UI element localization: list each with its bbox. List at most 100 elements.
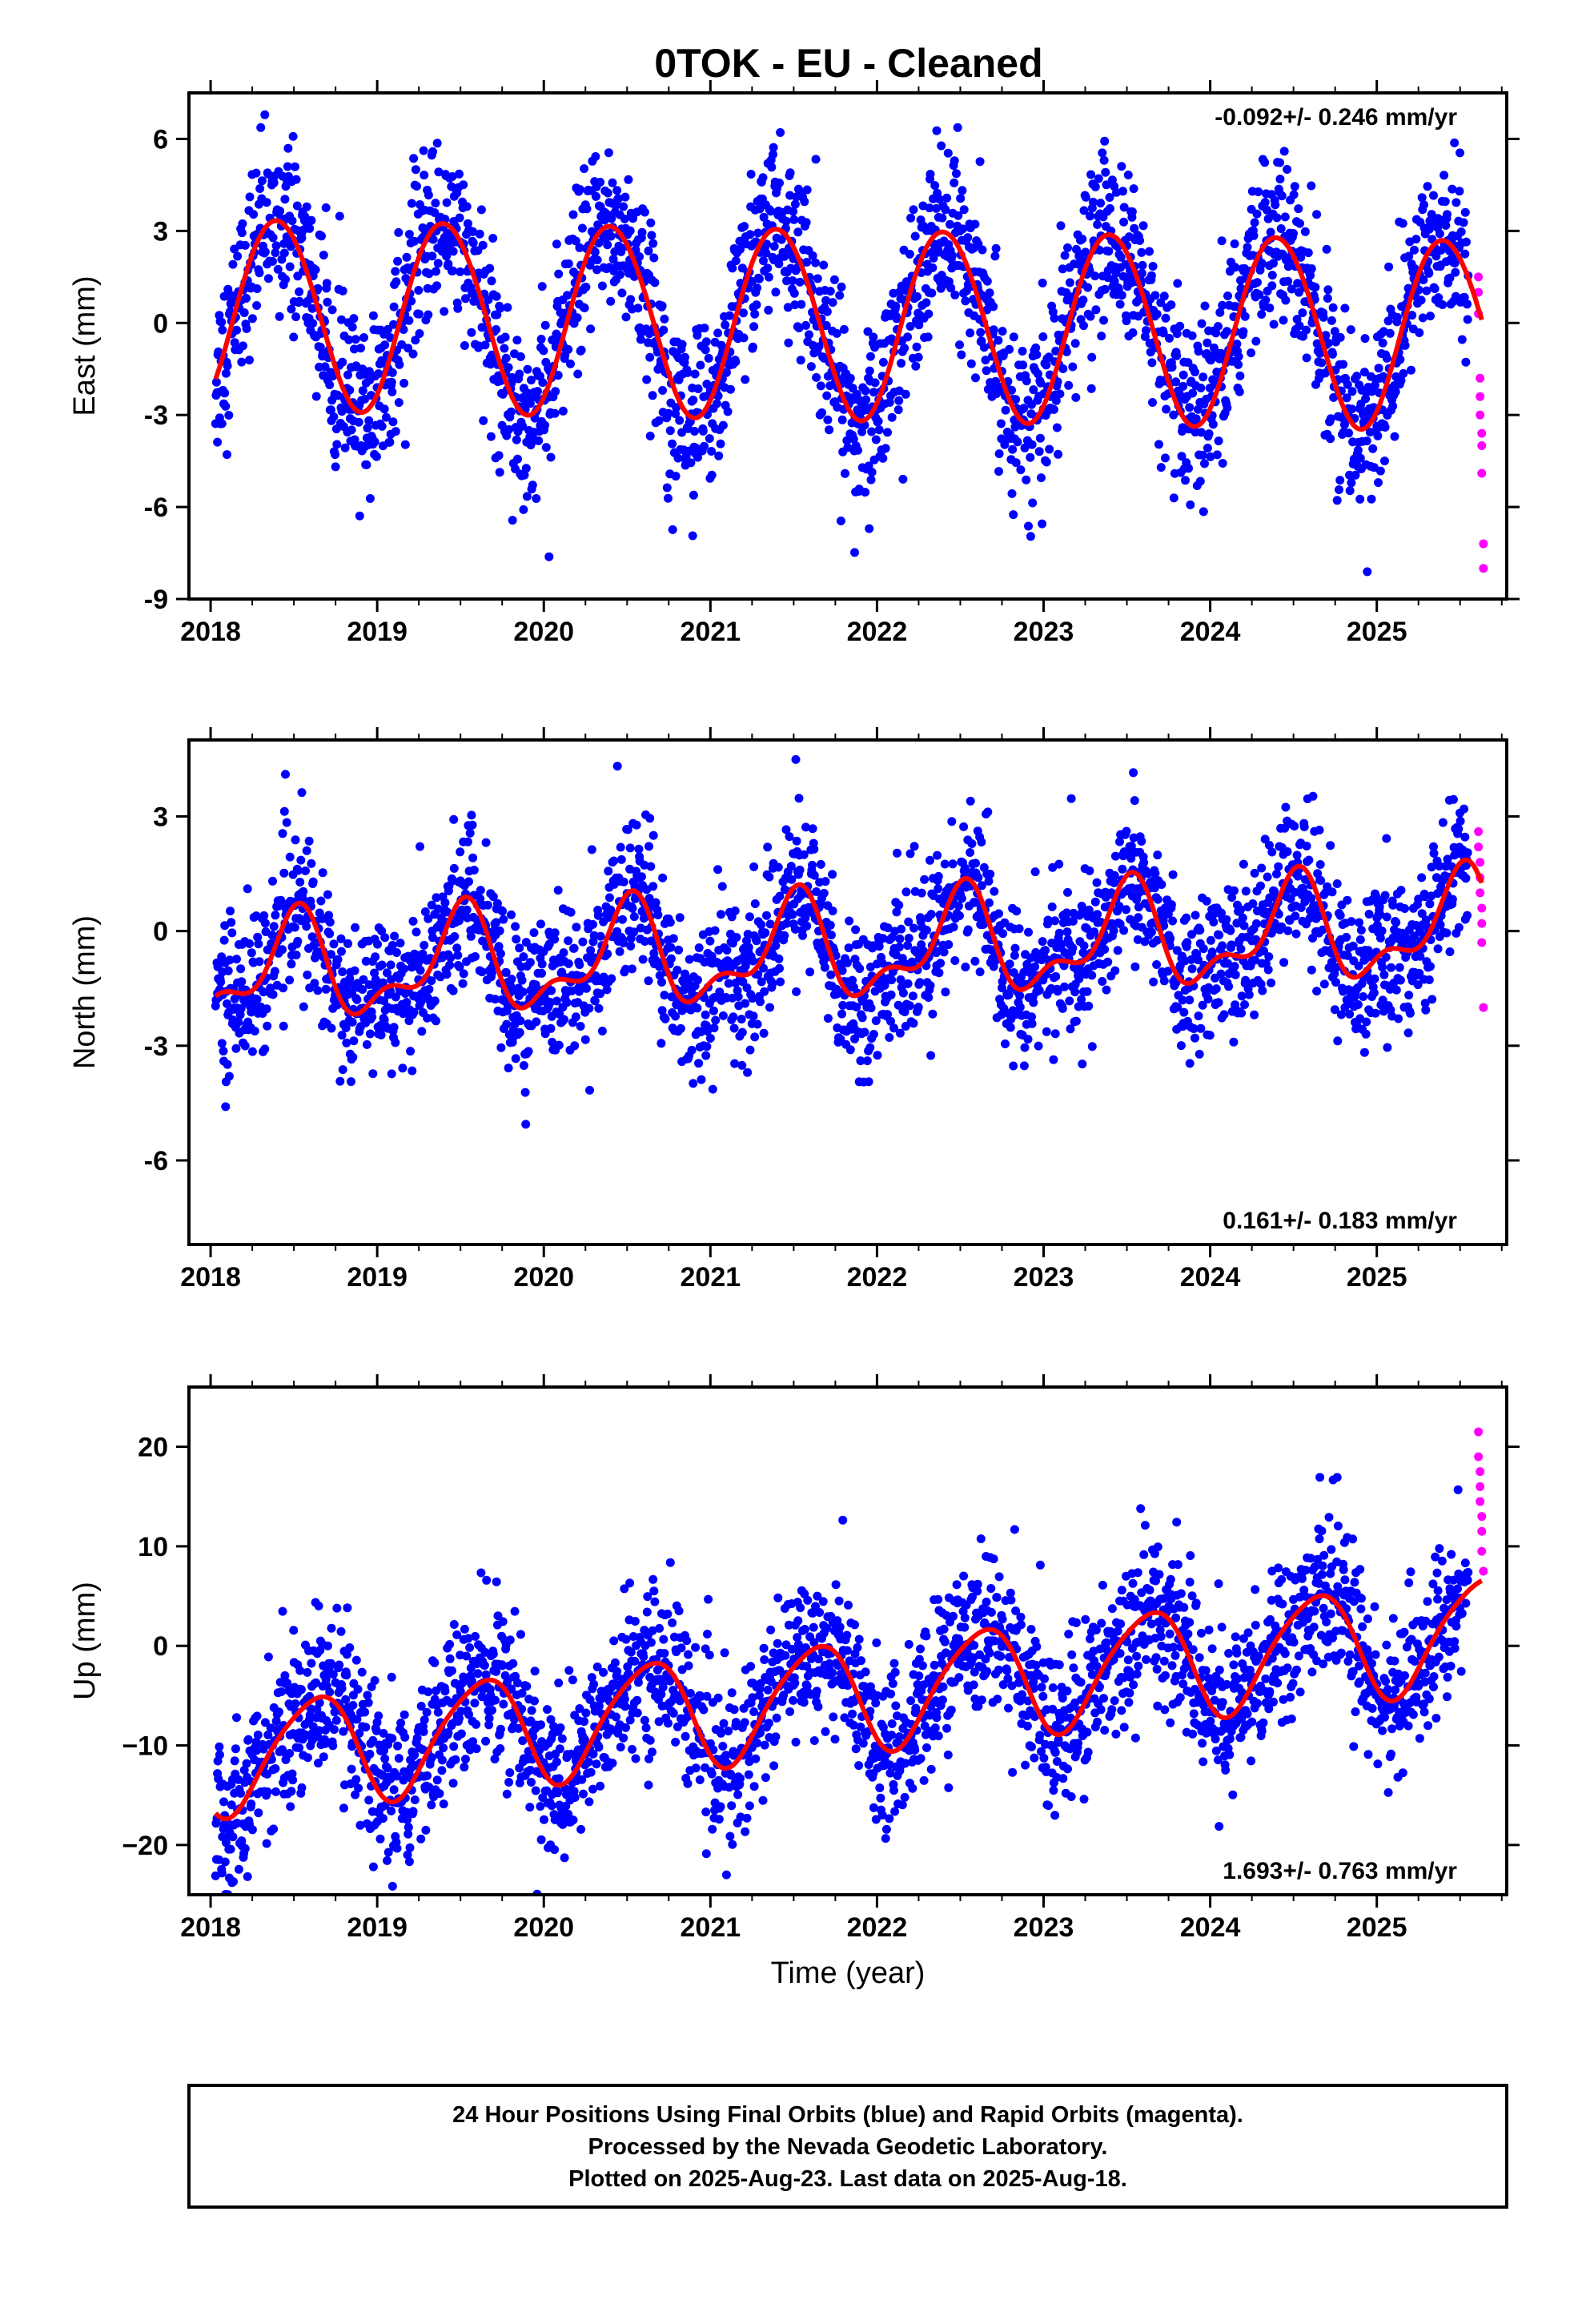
final-orbit-point (1322, 244, 1331, 254)
final-orbit-point (889, 1023, 898, 1033)
final-orbit-point (1263, 965, 1273, 975)
final-orbit-point (564, 936, 573, 946)
final-orbit-point (871, 1016, 881, 1026)
final-orbit-point (1451, 267, 1460, 277)
final-orbit-point (1109, 926, 1118, 935)
final-orbit-point (255, 957, 264, 967)
final-orbit-point (765, 919, 775, 929)
final-orbit-point (1118, 187, 1127, 196)
final-orbit-point (700, 441, 709, 451)
final-orbit-point (221, 368, 231, 378)
final-orbit-point (1085, 866, 1094, 875)
final-orbit-point (268, 256, 277, 266)
final-orbit-point (1279, 958, 1289, 967)
final-orbit-point (1123, 171, 1133, 179)
final-orbit-point (739, 333, 749, 343)
final-orbit-point (1062, 347, 1071, 356)
final-orbit-point (892, 314, 901, 324)
final-orbit-point (494, 942, 504, 951)
final-orbit-point (501, 353, 511, 363)
final-orbit-point (416, 842, 424, 851)
final-orbit-point (1304, 855, 1314, 865)
final-orbit-point (449, 814, 459, 824)
final-orbit-point (566, 359, 575, 368)
final-orbit-point (1079, 321, 1088, 331)
final-orbit-point (657, 1006, 667, 1015)
final-orbit-point (926, 981, 935, 991)
final-orbit-point (649, 253, 659, 263)
final-orbit-point (1215, 931, 1224, 940)
final-orbit-point (329, 412, 339, 421)
final-orbit-point (922, 926, 931, 935)
final-orbit-point (785, 832, 794, 842)
final-orbit-point (679, 985, 689, 995)
final-orbit-point (302, 922, 311, 931)
final-orbit-point (442, 251, 452, 261)
final-orbit-point (234, 1017, 243, 1027)
final-orbit-point (1019, 404, 1029, 413)
final-orbit-point (285, 262, 295, 271)
final-orbit-point (746, 170, 756, 179)
final-orbit-point (1343, 380, 1352, 389)
final-orbit-point (1243, 243, 1252, 252)
final-orbit-point (1203, 995, 1213, 1003)
final-orbit-point (1119, 217, 1129, 227)
final-orbit-point (749, 322, 759, 332)
final-orbit-point (759, 256, 768, 266)
final-orbit-point (954, 901, 963, 911)
final-orbit-point (597, 281, 607, 291)
final-orbit-point (687, 1045, 697, 1055)
final-orbit-point (1165, 333, 1174, 343)
final-orbit-point (450, 932, 460, 941)
final-orbit-point (762, 911, 771, 920)
final-orbit-point (1342, 393, 1351, 403)
final-orbit-point (813, 274, 822, 283)
final-orbit-point (402, 998, 412, 1007)
final-orbit-point (970, 219, 980, 229)
final-orbit-point (500, 344, 509, 353)
final-orbit-point (752, 936, 761, 946)
final-orbit-point (909, 842, 919, 851)
final-orbit-point (519, 1061, 528, 1070)
final-orbit-point (959, 205, 969, 215)
final-orbit-point (576, 345, 586, 355)
final-orbit-point (616, 842, 625, 852)
final-orbit-point (1127, 207, 1137, 216)
final-orbit-point (440, 898, 450, 907)
final-orbit-point (1142, 326, 1150, 336)
final-orbit-point (802, 185, 812, 195)
final-orbit-point (350, 435, 359, 444)
final-orbit-point (388, 417, 398, 427)
final-orbit-point (590, 247, 600, 257)
final-orbit-point (532, 494, 541, 503)
final-orbit-point (1098, 977, 1107, 986)
final-orbit-point (280, 195, 290, 204)
final-orbit-point (683, 368, 693, 377)
final-orbit-point (572, 313, 582, 323)
final-orbit-point (548, 1037, 557, 1047)
final-orbit-point (1055, 389, 1065, 399)
final-orbit-point (512, 336, 522, 345)
final-orbit-point (1326, 434, 1335, 444)
final-orbit-point (707, 470, 717, 480)
final-orbit-point (1097, 332, 1106, 341)
final-orbit-point (753, 970, 763, 979)
final-orbit-point (790, 199, 800, 209)
final-orbit-point (432, 139, 442, 148)
final-orbit-point (870, 378, 880, 388)
final-orbit-point (893, 405, 903, 415)
final-orbit-point (950, 956, 960, 965)
rapid-orbit-point (1476, 410, 1485, 420)
final-orbit-point (571, 236, 580, 246)
final-orbit-point (587, 845, 596, 854)
final-orbit-point (771, 941, 781, 951)
final-orbit-point (239, 308, 249, 317)
final-orbit-point (517, 975, 527, 985)
final-orbit-point (1013, 437, 1022, 447)
final-orbit-point (338, 357, 347, 367)
final-orbit-point (1255, 290, 1264, 300)
final-orbit-point (596, 931, 605, 941)
final-orbit-point (1315, 860, 1325, 869)
final-orbit-point (1063, 243, 1072, 252)
final-orbit-point (873, 1051, 882, 1060)
